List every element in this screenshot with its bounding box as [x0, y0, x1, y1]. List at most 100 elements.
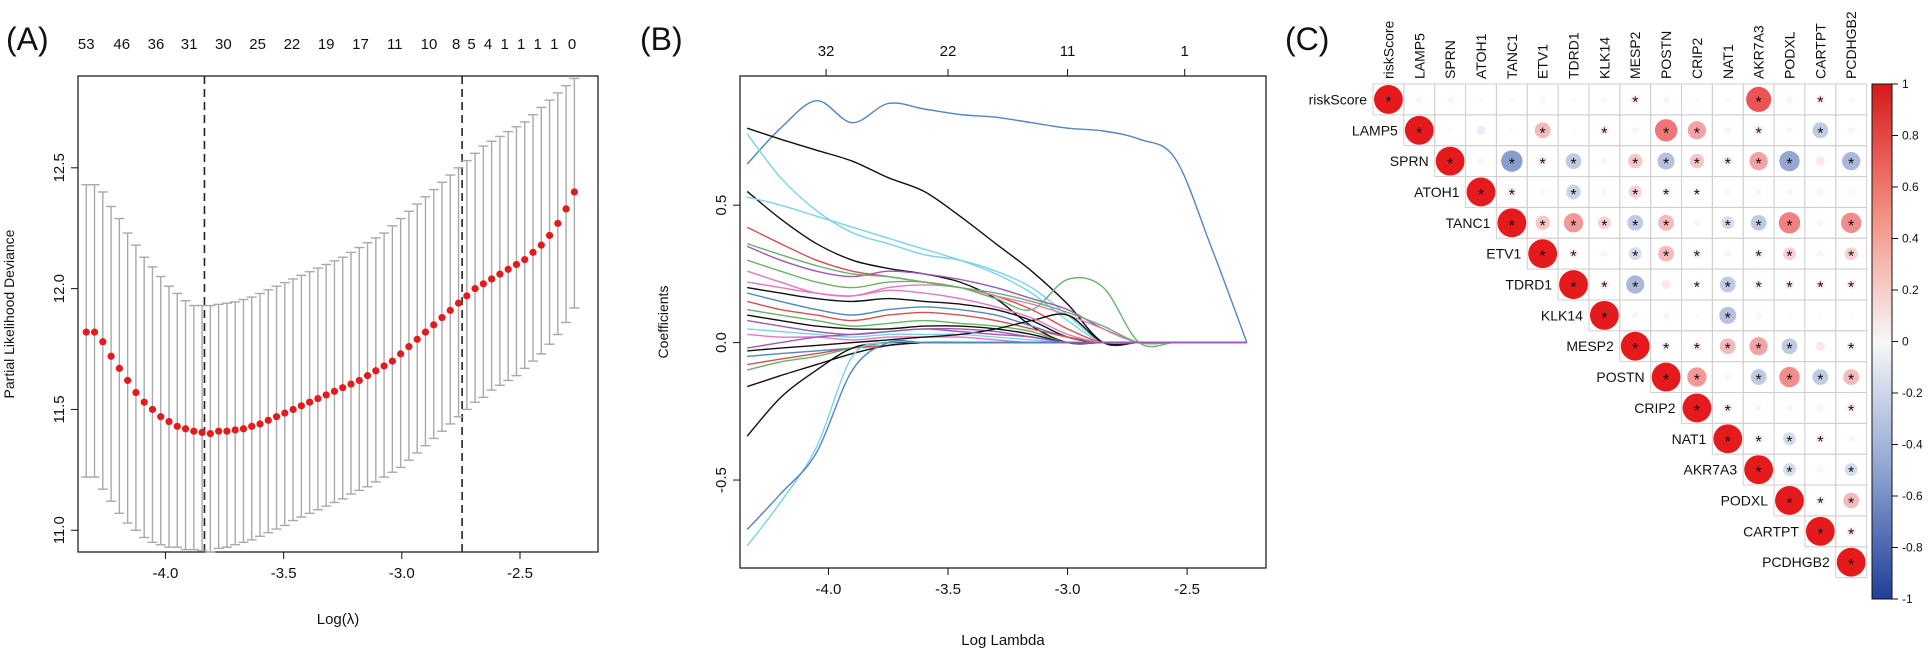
correlation-circle: [1466, 177, 1496, 207]
top-axis-label: 19: [318, 36, 335, 53]
correlation-circle: [1589, 300, 1619, 330]
mean-point: [537, 241, 545, 249]
mean-point: [529, 248, 537, 256]
correlation-circle: [1754, 249, 1764, 259]
significance-star: *: [1786, 341, 1792, 358]
top-axis-label: 1: [1181, 43, 1189, 60]
correlation-circle: [1724, 373, 1732, 381]
significance-star: *: [1663, 372, 1669, 389]
significance-star: *: [1786, 218, 1792, 235]
significance-star: *: [1570, 249, 1576, 266]
correlation-circle: [1661, 279, 1671, 290]
correlation-circle: [1812, 122, 1829, 139]
column-label: NAT1: [1720, 44, 1736, 79]
correlation-circle: [1719, 338, 1736, 355]
significance-star: *: [1848, 403, 1854, 420]
mean-point: [372, 367, 380, 375]
significance-star: *: [1756, 465, 1762, 482]
top-axis-label: 17: [352, 36, 369, 53]
significance-star: *: [1570, 187, 1576, 204]
significance-star: *: [1540, 125, 1546, 142]
x-tick-label: -4.0: [816, 581, 842, 598]
mean-point: [322, 391, 330, 399]
top-axis-label: 1: [500, 36, 508, 53]
significance-star: *: [1848, 280, 1854, 297]
correlation-circle: [1528, 239, 1558, 269]
correlation-circle: [1658, 214, 1674, 231]
correlation-circle: [1815, 495, 1825, 506]
significance-star: *: [1694, 341, 1700, 358]
significance-star: *: [1817, 280, 1823, 297]
mean-point: [438, 314, 446, 322]
panel-a-frame: [77, 75, 599, 553]
y-tick-label: 11.0: [51, 516, 68, 544]
significance-star: *: [1848, 156, 1854, 173]
coef-line-s1: [746, 99, 1248, 343]
column-label: AKR7A3: [1751, 25, 1767, 79]
mean-point: [107, 352, 115, 360]
panel-b-series-lines: [746, 99, 1248, 547]
x-tick-label: -3.0: [389, 565, 415, 582]
mean-point: [115, 364, 123, 372]
significance-star: *: [1817, 125, 1823, 142]
significance-star: *: [1756, 372, 1762, 389]
correlation-circle: [1754, 125, 1764, 135]
y-tick-label: -0.5: [713, 467, 730, 493]
correlation-circle: [1842, 152, 1861, 171]
correlation-circle: [1719, 306, 1737, 324]
correlation-circle: [1817, 404, 1824, 412]
coef-line-s17: [747, 333, 1247, 344]
colorbar-ticks: 1 0.8 0.6 0.4 0.2 0 -0.2 -0.4 -0.6 -0.8 -1: [1892, 77, 1923, 606]
row-label: MESP2: [1566, 338, 1614, 354]
correlation-circle: [1750, 214, 1767, 231]
correlation-circle: [1815, 434, 1825, 444]
significance-star: *: [1725, 310, 1731, 327]
mean-point: [355, 376, 363, 385]
mean-point: [421, 328, 430, 336]
correlation-circle: [1658, 245, 1674, 262]
mean-point: [570, 188, 578, 196]
correlation-circle: [1746, 86, 1772, 112]
significance-star: *: [1848, 495, 1854, 512]
top-axis-label: 8: [452, 36, 460, 53]
mean-point: [256, 420, 264, 428]
mean-point: [281, 409, 289, 417]
correlation-circle: [1601, 250, 1608, 257]
panel-c-grid: [1372, 83, 1868, 579]
mean-point: [140, 398, 148, 406]
mean-point: [496, 270, 504, 278]
mean-point: [124, 376, 132, 385]
significance-star: *: [1848, 557, 1854, 574]
significance-star: *: [1632, 280, 1638, 297]
mean-point: [82, 328, 90, 336]
significance-star: *: [1694, 187, 1700, 204]
mean-point: [215, 427, 223, 435]
mean-point: [397, 350, 405, 358]
correlation-circle: [1818, 313, 1823, 318]
mean-point: [148, 405, 157, 414]
column-label: KLK14: [1596, 37, 1612, 79]
column-label: TANC1: [1504, 34, 1520, 79]
top-axis-label: 46: [113, 36, 130, 53]
correlation-circle: [1815, 156, 1825, 166]
mean-point: [198, 428, 206, 436]
correlation-circle: [1597, 216, 1611, 230]
x-tick-label: -3.5: [935, 581, 961, 598]
correlation-circle: [1755, 188, 1762, 196]
panel-b-y-axis: -0.5 0.0 0.5: [713, 195, 740, 493]
correlation-circle: [1843, 369, 1860, 385]
significance-star: *: [1756, 156, 1762, 173]
mean-point: [545, 231, 554, 240]
correlation-circle: [1627, 214, 1644, 231]
significance-star: *: [1509, 218, 1515, 235]
x-tick-label: -3.0: [1055, 581, 1081, 598]
correlation-circle: [1620, 331, 1650, 361]
correlation-circle: [1754, 279, 1764, 290]
correlation-circle: [1631, 127, 1639, 134]
mean-point: [314, 394, 322, 403]
top-axis-label: 22: [284, 36, 301, 53]
significance-star: *: [1786, 465, 1792, 482]
significance-star: *: [1694, 249, 1700, 266]
panel-a-x-label: Log(λ): [317, 611, 360, 628]
correlation-circle: [1435, 146, 1465, 176]
